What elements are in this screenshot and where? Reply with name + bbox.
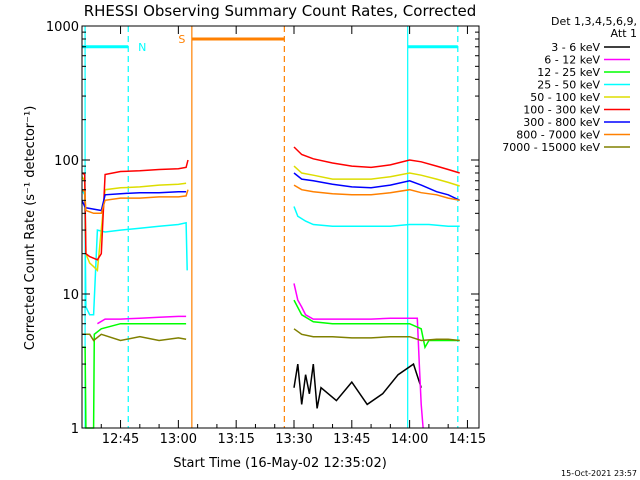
series-layer (81, 146, 461, 429)
legend-label-8: 7000 - 15000 keV (502, 141, 600, 154)
legend-label-5: 100 - 300 keV (523, 104, 600, 117)
series-line-8 (82, 328, 460, 342)
saa-flag-label: S (178, 33, 185, 46)
legend-label-2: 12 - 25 keV (537, 66, 600, 79)
y-axis-label: Corrected Count Rate (s⁻¹ detector⁻¹) (23, 106, 38, 351)
y-tick-label-2: 100 (54, 154, 79, 169)
x-tick-label-3: 13:30 (275, 432, 312, 447)
x-tick-label-6: 14:15 (449, 432, 486, 447)
plot-frame (81, 25, 480, 429)
y-tick-label-3: 1000 (46, 20, 79, 35)
x-tick-label-2: 13:15 (217, 432, 254, 447)
legend-label-3: 25 - 50 keV (537, 79, 600, 92)
series-line-2 (82, 299, 460, 429)
series-line-3 (81, 189, 460, 316)
x-tick-label-4: 13:45 (333, 432, 370, 447)
axis-layer: 12:45 13:00 13:15 13:30 13:45 14:00 14:15 1 10 10… (46, 20, 486, 447)
y-tick-label-1: 10 (62, 288, 79, 303)
y-tick-label-0: 1 (71, 422, 79, 437)
legend-label-1: 6 - 12 keV (544, 54, 600, 67)
legend-header-0: Det 1,3,4,5,6,9, (551, 15, 637, 28)
series-line-7 (81, 184, 460, 215)
legend-label-4: 50 - 100 keV (530, 91, 600, 104)
series-line-1 (97, 283, 424, 429)
x-axis-label: Start Time (16-May-02 12:35:02) (173, 456, 387, 471)
x-tick-label-0: 12:45 (102, 432, 139, 447)
series-line-6 (81, 172, 461, 212)
legend-header-1: Att 1 (611, 27, 637, 40)
x-tick-label-1: 13:00 (160, 432, 197, 447)
chart-title: RHESSI Observing Summary Count Rates, Co… (84, 2, 477, 20)
series-line-5 (81, 146, 460, 261)
series-line-0 (293, 362, 422, 409)
annotation-layer: NS (82, 26, 459, 428)
legend-label-0: 3 - 6 keV (551, 41, 600, 54)
night-flag-label: N (138, 41, 146, 54)
legend-label-7: 800 - 7000 keV (516, 129, 600, 142)
legend-label-6: 300 - 800 keV (523, 116, 600, 129)
x-tick-label-5: 14:00 (391, 432, 428, 447)
generation-timestamp: 15-Oct-2021 23:57 (561, 469, 637, 478)
